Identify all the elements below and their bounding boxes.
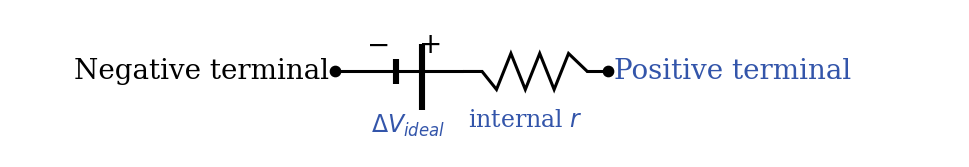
Text: $-$: $-$ [365,32,388,59]
Text: $+$: $+$ [418,32,440,59]
Text: $\Delta V_{ideal}$: $\Delta V_{ideal}$ [371,112,445,139]
Point [328,70,343,73]
Point [600,70,615,73]
Text: Negative terminal: Negative terminal [75,58,329,85]
Text: internal $r$: internal $r$ [467,109,581,132]
Text: Positive terminal: Positive terminal [613,58,851,85]
